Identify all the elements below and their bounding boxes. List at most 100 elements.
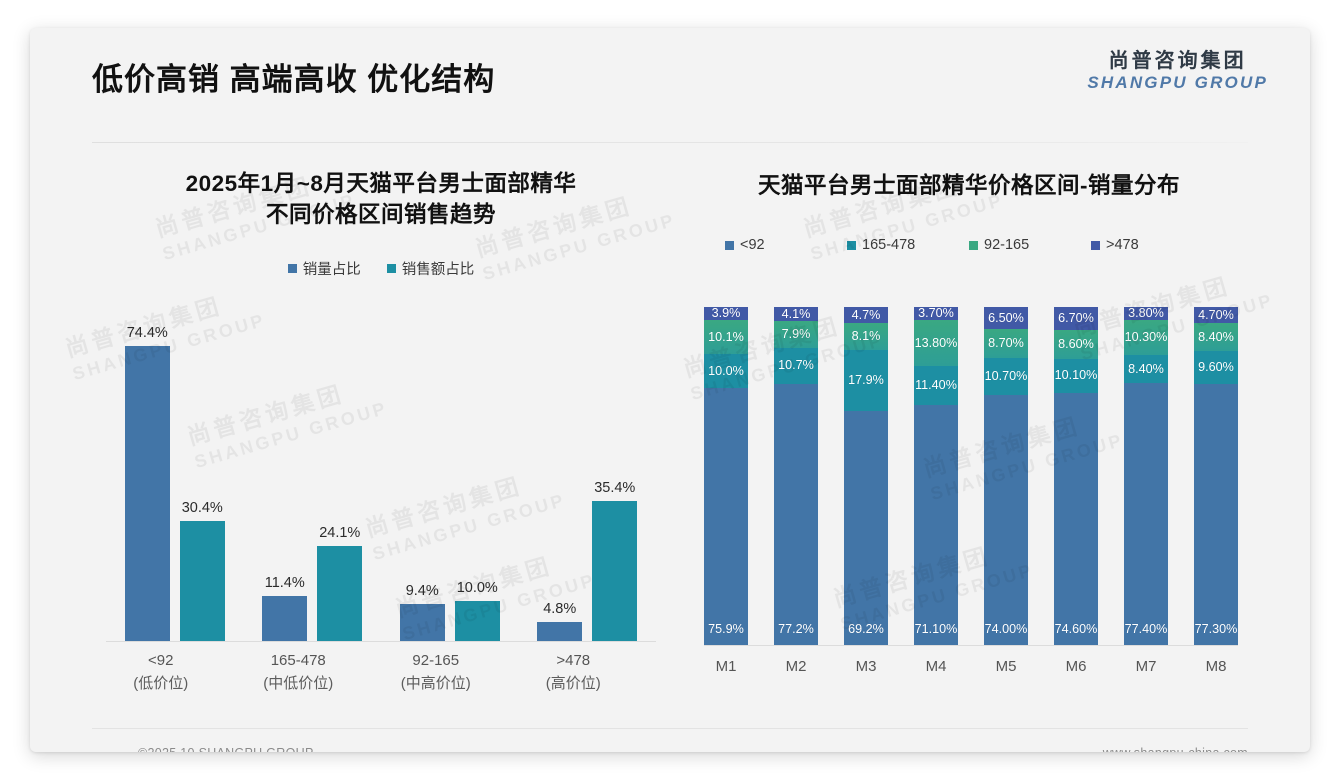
stacked-bar[interactable]: 4.1% 7.9% 10.7% 77.2% [774, 307, 818, 645]
stack-segment[interactable]: 71.10% [914, 404, 958, 645]
stack-segment[interactable]: 77.2% [774, 383, 818, 645]
stack-segment[interactable]: 74.00% [984, 394, 1028, 645]
stack-segment[interactable]: 6.70% [1054, 307, 1098, 330]
stack-segment[interactable]: 10.1% [704, 320, 748, 355]
bar-column[interactable]: 24.1% [317, 525, 363, 641]
bar-value-label: 35.4% [594, 479, 636, 496]
stack-segment[interactable]: 6.50% [984, 307, 1028, 329]
segment-value-label: 10.0% [708, 363, 744, 378]
segment-value-label: 74.00% [984, 622, 1028, 637]
stack-segment[interactable]: 3.9% [704, 307, 748, 321]
segment-value-label: 71.10% [914, 622, 958, 637]
bar-column[interactable]: 9.4% [399, 583, 445, 641]
x-axis-label: >478 (高价位) [513, 650, 633, 695]
legend-label: >478 [1106, 237, 1139, 254]
stack-segment[interactable]: 10.70% [984, 358, 1028, 395]
stack-segment[interactable]: 10.7% [774, 347, 818, 384]
stack-segment[interactable]: 8.40% [1194, 322, 1238, 352]
bar[interactable] [179, 520, 225, 641]
stack-segment[interactable]: 10.10% [1054, 358, 1098, 393]
right-chart-plot: 3.9% 10.1% 10.0% 75.9% 4.1% 7.9% 10.7% 77.2% 4.7… [704, 306, 1238, 675]
bar[interactable] [124, 346, 170, 641]
stacked-bar[interactable]: 6.70% 8.60% 10.10% 74.60% [1054, 307, 1098, 645]
bar[interactable] [317, 545, 363, 641]
left-x-axis-labels: <92 (低价位) 165-478 (中低价位) 92-165 (中高价位) >478 (高价… [92, 650, 642, 695]
stack-segment[interactable]: 77.30% [1194, 383, 1238, 645]
bar[interactable] [262, 595, 308, 641]
stack-segment[interactable]: 3.70% [914, 307, 958, 320]
left-chart-title: 2025年1月~8月天猫平台男士面部精华 不同价格区间销售趋势 [92, 156, 670, 230]
bar-column[interactable]: 35.4% [592, 480, 638, 641]
x-axis-label: <92 (低价位) [101, 650, 221, 695]
bar-column[interactable]: 10.0% [454, 580, 500, 641]
segment-value-label: 11.40% [915, 378, 957, 393]
stack-segment[interactable]: 77.40% [1124, 383, 1168, 645]
right-chart-panel: 天猫平台男士面部精华价格区间-销量分布 <92 165-478 92-165 >478… [680, 156, 1276, 696]
stack-segment[interactable]: 8.1% [844, 322, 888, 351]
segment-value-label: 17.9% [848, 373, 884, 388]
legend-label: <92 [740, 237, 765, 254]
bar-column[interactable]: 11.4% [262, 575, 308, 641]
legend-label: 销售额占比 [401, 262, 475, 279]
x-axis-label: M1 [715, 658, 737, 675]
segment-value-label: 13.80% [914, 335, 958, 350]
stacked-bar[interactable]: 4.70% 8.40% 9.60% 77.30% [1194, 307, 1238, 645]
stacked-bar[interactable]: 3.9% 10.1% 10.0% 75.9% [704, 307, 748, 645]
x-axis-label: M6 [1065, 658, 1087, 675]
x-axis-label: M2 [785, 658, 807, 675]
stack-segment[interactable]: 9.60% [1194, 351, 1238, 384]
x-axis-label: M5 [995, 658, 1017, 675]
bar-value-label: 4.8% [543, 600, 577, 617]
bar-value-label: 11.4% [264, 574, 305, 591]
legend-item-165-478: 165-478 [847, 237, 969, 253]
bar-column[interactable]: 4.8% [537, 601, 583, 641]
bar-column[interactable]: 74.4% [124, 325, 170, 641]
stack-segment[interactable]: 4.7% [844, 307, 888, 323]
segment-value-label: 8.1% [851, 329, 881, 344]
segment-value-label: 4.1% [781, 306, 811, 321]
left-chart-legend: 销量占比 销售额占比 [92, 258, 670, 279]
legend-swatch-icon [287, 264, 297, 274]
stack-segment[interactable]: 17.9% [844, 350, 888, 411]
segment-value-label: 75.9% [708, 622, 744, 637]
stack-segment[interactable]: 11.40% [914, 366, 958, 405]
stacked-bar[interactable]: 6.50% 8.70% 10.70% 74.00% [984, 307, 1028, 645]
stacked-bar[interactable]: 3.70% 13.80% 11.40% 71.10% [914, 307, 958, 645]
left-chart-panel: 2025年1月~8月天猫平台男士面部精华 不同价格区间销售趋势 销量占比 销售额… [62, 156, 678, 696]
segment-value-label: 8.40% [1128, 361, 1164, 376]
legend-item-sales-amount: 销售额占比 [386, 258, 475, 279]
legend-item-92-165: 92-165 [969, 237, 1091, 253]
x-axis-line [704, 645, 1238, 646]
legend-swatch-icon [725, 240, 734, 250]
segment-value-label: 69.2% [848, 622, 884, 637]
stack-segment[interactable]: 4.1% [774, 307, 818, 321]
x-axis-label-range: 92-165 [412, 652, 460, 669]
bar[interactable] [537, 621, 583, 641]
stack-segment[interactable]: 13.80% [914, 319, 958, 367]
stack-segment[interactable]: 8.70% [984, 328, 1028, 359]
bar-group: 4.8% 35.4% [537, 480, 638, 641]
slide: 低价高销 高端高收 优化结构 尚普咨询集团 SHANGPU GROUP 2025… [30, 28, 1310, 752]
legend-swatch-icon [969, 240, 978, 250]
bar[interactable] [454, 601, 500, 641]
segment-value-label: 77.30% [1194, 622, 1238, 637]
bar-value-label: 30.4% [181, 499, 223, 516]
segment-value-label: 10.10% [1054, 368, 1098, 383]
stacked-bar[interactable]: 4.7% 8.1% 17.9% 69.2% [844, 307, 888, 645]
stack-segment[interactable]: 10.30% [1124, 319, 1168, 355]
stack-segment[interactable]: 4.70% [1194, 307, 1238, 323]
stacked-bar[interactable]: 3.80% 10.30% 8.40% 77.40% [1124, 307, 1168, 645]
stack-segment[interactable]: 74.60% [1054, 392, 1098, 645]
x-axis-label-range: >478 [556, 652, 591, 669]
bar-column[interactable]: 30.4% [179, 500, 225, 641]
stack-segment[interactable]: 10.0% [704, 354, 748, 389]
bar[interactable] [592, 500, 638, 641]
bar[interactable] [399, 603, 445, 641]
segment-value-label: 9.60% [1198, 360, 1234, 375]
stack-segment[interactable]: 69.2% [844, 410, 888, 645]
stack-segment[interactable]: 8.40% [1124, 354, 1168, 384]
stack-segment[interactable]: 8.60% [1054, 329, 1098, 359]
stack-segment[interactable]: 3.80% [1124, 307, 1168, 320]
stack-segment[interactable]: 75.9% [704, 388, 748, 645]
stack-segment[interactable]: 7.9% [774, 320, 818, 348]
